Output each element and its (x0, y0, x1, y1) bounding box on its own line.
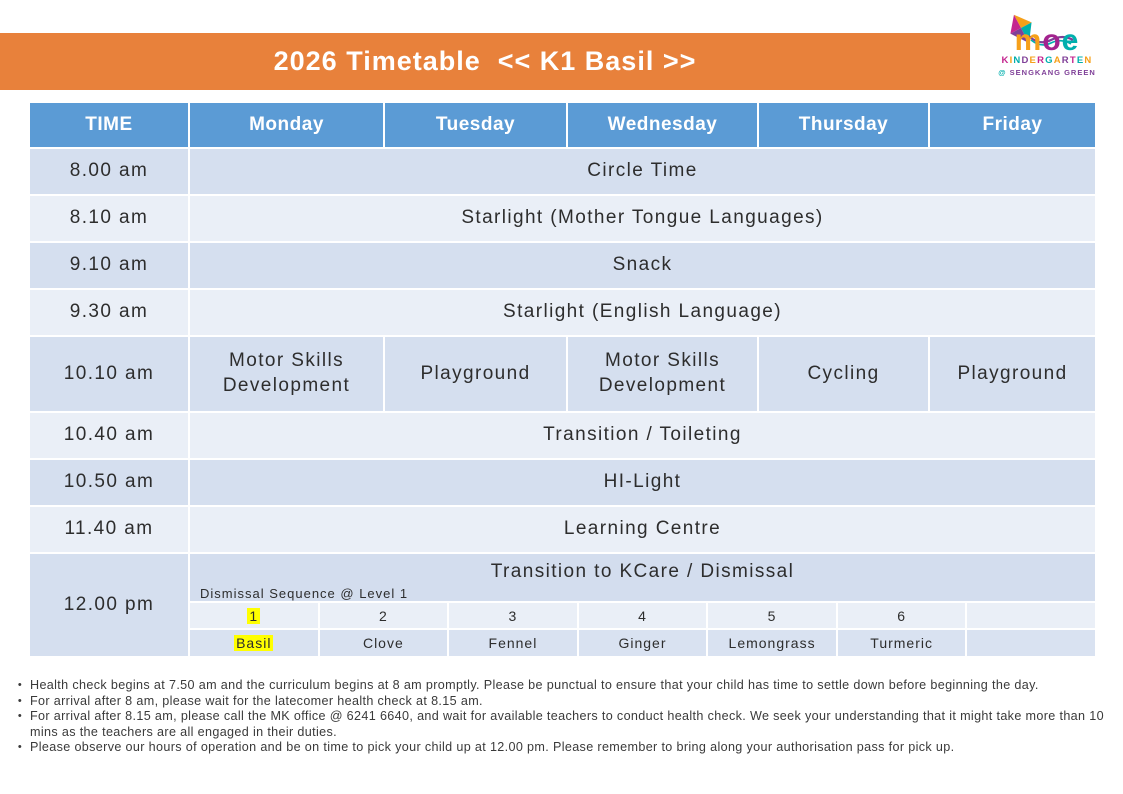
sequence-name-cell: Lemongrass (708, 630, 836, 656)
time-cell: 11.40 am (30, 507, 188, 552)
logo-sub-letter: N (1013, 55, 1022, 66)
note-item: • Please observe our hours of operation a… (10, 740, 1116, 756)
logo-sub-letter: N (1084, 55, 1093, 66)
activity-cell: Snack (190, 243, 1095, 288)
kite-icon (1010, 14, 1074, 46)
column-header-thursday: Thursday (759, 103, 928, 147)
activity-cell: Starlight (English Language) (190, 290, 1095, 335)
logo-sub-letter: G (1045, 55, 1054, 66)
note-item: • For arrival after 8.15 am, please call … (10, 709, 1116, 740)
sequence-name-cell: Fennel (449, 630, 577, 656)
dismissal-title: Transition to KCare / Dismissal (490, 561, 795, 582)
sequence-name: Basil (234, 635, 274, 651)
note-text: Health check begins at 7.50 am and the c… (30, 678, 1039, 692)
sequence-number-cell: 1 (190, 603, 318, 628)
note-item: • For arrival after 8 am, please wait for… (10, 694, 1116, 710)
bullet-icon: • (17, 710, 23, 723)
sequence-number-cell (967, 603, 1095, 628)
sequence-number-cell: 3 (449, 603, 577, 628)
column-header-friday: Friday (930, 103, 1095, 147)
column-header-monday: Monday (190, 103, 383, 147)
note-item: • Health check begins at 7.50 am and the … (10, 678, 1116, 694)
logo-sub-letter: A (1053, 55, 1062, 66)
logo-sub-letter: E (1076, 55, 1085, 66)
logo-sub-letter: D (1021, 55, 1030, 66)
sequence-number-cell: 5 (708, 603, 836, 628)
notes-list: • Health check begins at 7.50 am and the … (10, 678, 1116, 756)
sequence-number: 6 (897, 607, 907, 624)
time-cell: 9.30 am (30, 290, 188, 335)
column-header-time: TIME (30, 103, 188, 147)
dismissal-sequence-label: Dismissal Sequence @ Level 1 (200, 586, 409, 601)
sequence-name-cell (967, 630, 1095, 656)
sequence-name-cell: Basil (190, 630, 318, 656)
sequence-number-cell: 6 (837, 603, 966, 628)
note-text: For arrival after 8 am, please wait for … (30, 693, 483, 708)
logo-sub-letter: R (1037, 55, 1046, 66)
sequence-number-cell: 4 (578, 603, 707, 628)
activity-cell: Playground (930, 337, 1095, 411)
dismissal-sequence-table: 1 2 3 4 5 6 Basil Clove Fennel Ginger Lemongrass Tu… (190, 601, 1095, 656)
title-banner: 2026 Timetable << K1 Basil >> (0, 33, 970, 90)
column-header-tuesday: Tuesday (385, 103, 566, 147)
time-cell: 10.10 am (30, 337, 188, 411)
activity-cell: Learning Centre (190, 507, 1095, 552)
logo-location-text: @ SENGKANG GREEN (977, 68, 1117, 77)
time-cell: 8.00 am (30, 149, 188, 194)
sequence-name: Clove (362, 635, 404, 651)
sequence-name-cell: Turmeric (837, 630, 966, 656)
activity-cell: Transition / Toileting (190, 413, 1095, 458)
column-header-wednesday: Wednesday (568, 103, 757, 147)
sequence-name: Lemongrass (728, 635, 816, 651)
sequence-number: 2 (378, 607, 388, 624)
note-text: For arrival after 8.15 am, please call t… (30, 709, 1104, 739)
time-cell: 10.50 am (30, 460, 188, 505)
bullet-icon: • (17, 679, 23, 691)
time-cell: 10.40 am (30, 413, 188, 458)
activity-cell: Motor Skills Development (568, 337, 757, 411)
logo-brand-letter: e (1061, 24, 1080, 57)
bullet-icon: • (17, 741, 23, 754)
time-cell: 8.10 am (30, 196, 188, 241)
sequence-name: Fennel (488, 635, 538, 651)
logo-sub-letter: R (1061, 55, 1070, 66)
activity-cell: Motor Skills Development (190, 337, 383, 411)
activity-cell: HI-Light (190, 460, 1095, 505)
activity-cell: Starlight (Mother Tongue Languages) (190, 196, 1095, 241)
logo-sub-letter: I (1009, 55, 1014, 66)
logo-location-name: SENGKANG GREEN (1006, 68, 1096, 77)
sequence-name-cell: Clove (319, 630, 448, 656)
sequence-number: 5 (767, 607, 777, 624)
logo-brand-letter: m (1014, 24, 1043, 57)
logo-brand-text: moe (977, 26, 1117, 56)
sequence-name-cell: Ginger (578, 630, 707, 656)
sequence-name: Ginger (618, 635, 667, 651)
dismissal-cell: Transition to KCare / Dismissal Dismissal… (190, 554, 1095, 656)
sequence-number: 4 (638, 607, 647, 624)
time-cell: 9.10 am (30, 243, 188, 288)
activity-cell: Cycling (759, 337, 928, 411)
time-cell: 12.00 pm (30, 554, 188, 656)
note-text: Please observe our hours of operation an… (30, 740, 955, 755)
logo-at-sign: @ (998, 68, 1007, 77)
sequence-name: Turmeric (870, 635, 933, 651)
logo-sub-letter: K (1001, 55, 1010, 66)
timetable: TIME Monday Tuesday Wednesday Thursday Friday… (30, 103, 1095, 656)
logo-sub-letter: E (1029, 55, 1038, 66)
bullet-icon: • (17, 694, 23, 707)
sequence-number: 3 (508, 607, 518, 624)
sequence-number-cell: 2 (319, 603, 448, 628)
activity-cell: Playground (385, 337, 566, 411)
logo-kindergarten-text: KINDERGARTEN (977, 55, 1117, 66)
moe-kindergarten-logo: moe KINDERGARTEN @ SENGKANG GREEN (977, 6, 1117, 98)
sequence-number: 1 (247, 607, 261, 624)
logo-sub-letter: T (1069, 55, 1077, 66)
logo-brand-letter: o (1042, 24, 1062, 57)
page-title: 2026 Timetable << K1 Basil >> (273, 46, 697, 76)
activity-cell: Circle Time (190, 149, 1095, 194)
